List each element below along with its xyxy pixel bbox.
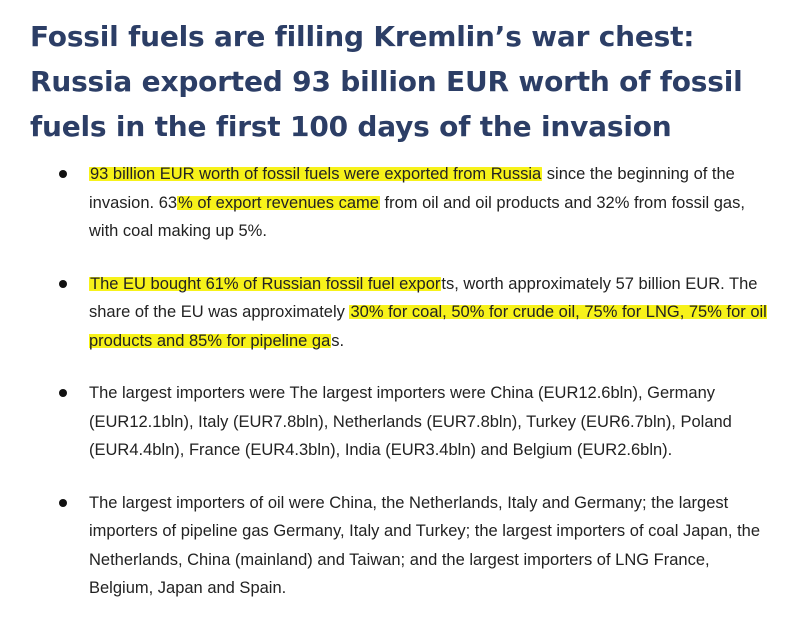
bullet-text: from oil and oil products and 32% from f…	[89, 193, 745, 241]
bullet-text: s.	[331, 331, 345, 350]
bullet-item-importers-by-fuel: The largest importers of oil were China,…	[0, 489, 786, 603]
bullet-text: since the beginning of the invasion. 63	[89, 165, 735, 212]
bullet-text: The largest importers were The largest i…	[89, 384, 732, 459]
bullet-text: The largest importers of oil were China,…	[89, 493, 761, 598]
bullet-list: 93 billion EUR worth of fossil fuels wer…	[0, 160, 786, 623]
page-title: Fossil fuels are filling Kremlin’s war c…	[30, 20, 743, 143]
highlighted-text: The EU bought 61% of Russian fossil fuel…	[89, 274, 442, 293]
bullet-text: ts, worth approximately 57 billion EUR. …	[89, 274, 758, 322]
bullet-item-exports: 93 billion EUR worth of fossil fuels wer…	[0, 160, 786, 246]
highlighted-text: % of export revenues came	[177, 193, 380, 212]
bullet-item-largest-importers: The largest importers were The largest i…	[0, 379, 786, 465]
highlighted-text: 93 billion EUR worth of fossil fuels wer…	[89, 165, 543, 183]
bullet-item-eu-share: The EU bought 61% of Russian fossil fuel…	[0, 270, 786, 356]
